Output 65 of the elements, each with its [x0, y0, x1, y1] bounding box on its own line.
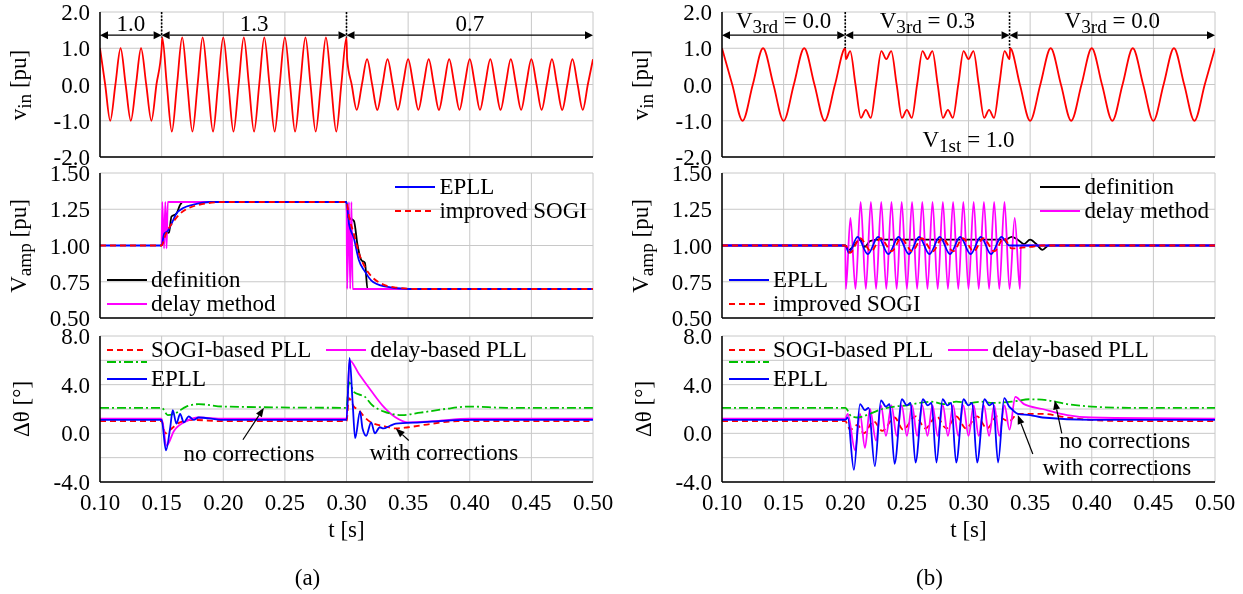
- x-axis-title: t [s]: [950, 517, 987, 542]
- x-tick-label: 0.50: [572, 490, 614, 516]
- y-tick-label: 0.75: [49, 269, 90, 295]
- x-tick-label: 0.30: [948, 490, 989, 516]
- y-tick-label: 0.0: [683, 421, 712, 447]
- annotation: V$_{3rd}$ = 0.0: [1064, 8, 1160, 40]
- y-tick-label: 2.0: [61, 0, 90, 26]
- x-tick-label: 0.35: [1010, 490, 1051, 516]
- x-tick-label: 0.35: [388, 490, 429, 516]
- x-tick-label: 0.25: [886, 490, 927, 516]
- text: (a): [294, 565, 321, 590]
- x-tick-label: 0.30: [326, 490, 367, 516]
- x-tick-label: 0.15: [763, 490, 804, 516]
- y-tick-label: 1.25: [49, 197, 90, 223]
- legend-label: EPLL: [773, 366, 828, 391]
- x-tick-label: 0.25: [264, 490, 305, 516]
- x-tick-label: 0.50: [1194, 490, 1236, 516]
- legend-label: delay method: [151, 291, 276, 316]
- annotation: V$_{1st}$ = 1.0: [922, 126, 1015, 158]
- y-tick-label: -1.0: [675, 108, 712, 134]
- annotation: 0.7: [455, 11, 485, 37]
- y-tick-label: 0.75: [671, 269, 712, 295]
- legend-label: SOGI-based PLL: [151, 337, 312, 362]
- y-tick-label: 1.25: [671, 197, 712, 223]
- legend-label: definition: [1084, 174, 1174, 199]
- y-tick-label: 0.0: [61, 72, 90, 98]
- x-tick-label: 0.45: [511, 490, 552, 516]
- legend-label: SOGI-based PLL: [773, 337, 934, 362]
- annotation: 1.3: [239, 11, 269, 37]
- x-tick-label: 0.40: [449, 490, 490, 516]
- annotation: no corrections: [183, 440, 315, 466]
- legend-label: delay-based PLL: [370, 337, 527, 362]
- annotation: with corrections: [369, 440, 519, 466]
- y-tick-label: -1.0: [53, 108, 90, 134]
- y-tick-label: 1.00: [49, 233, 90, 259]
- x-tick-label: 0.40: [1071, 490, 1112, 516]
- y-tick-label: 1.0: [61, 36, 90, 62]
- x-tick-label: 0.45: [1133, 490, 1174, 516]
- annotation: no corrections: [1059, 428, 1191, 454]
- legend-label: improved SOGI: [773, 291, 921, 316]
- x-tick-label: 0.15: [141, 490, 182, 516]
- y-axis-title: Δθ [°]: [9, 380, 34, 438]
- y-tick-label: 0.0: [61, 421, 90, 447]
- annotation: 1.0: [116, 11, 146, 37]
- annotation: V$_{3rd}$ = 0.0: [735, 8, 832, 40]
- legend-label: EPLL: [773, 267, 828, 292]
- y-tick-label: 2.0: [683, 0, 712, 26]
- text: (b): [916, 565, 943, 590]
- legend-label: EPLL: [439, 174, 495, 199]
- x-axis-title: t [s]: [328, 517, 365, 542]
- y-tick-label: 1.00: [671, 233, 712, 259]
- legend-label: delay-based PLL: [992, 337, 1149, 362]
- legend-label: EPLL: [151, 366, 206, 391]
- y-tick-label: 4.0: [61, 372, 90, 398]
- y-tick-label: 1.0: [683, 36, 712, 62]
- legend-label: improved SOGI: [439, 198, 587, 223]
- x-tick-label: 0.20: [825, 490, 866, 516]
- annotation: with corrections: [1042, 455, 1192, 481]
- legend-label: definition: [151, 267, 241, 292]
- x-tick-label: 0.20: [203, 490, 244, 516]
- y-tick-label: 0.0: [683, 72, 712, 98]
- y-tick-label: 4.0: [683, 372, 712, 398]
- annotation: V$_{3rd}$ = 0.3: [879, 8, 976, 40]
- y-axis-title: Δθ [°]: [631, 380, 656, 438]
- legend-label: delay method: [1084, 198, 1209, 223]
